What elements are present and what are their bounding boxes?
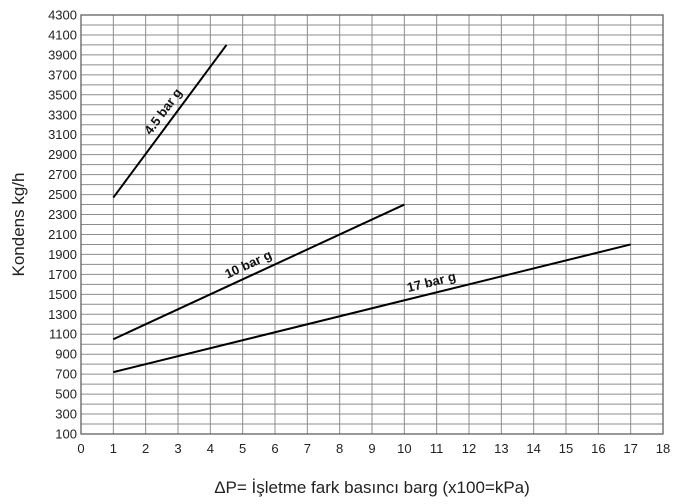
x-axis-title: ΔP= İşletme fark basıncı barg (x100=kPa)	[214, 478, 530, 497]
series-line	[112, 203, 405, 341]
y-tick-label: 2700	[48, 167, 77, 182]
series-line	[112, 44, 228, 199]
x-axis-ticks: 0 1 2 3 4 5 6 7 8 9 10 11 12 13 14 15 16 17 18	[77, 441, 670, 456]
x-tick-label: 18	[656, 441, 670, 456]
x-tick-label: 14	[526, 441, 540, 456]
x-tick-label: 1	[110, 441, 117, 456]
y-tick-label: 1700	[48, 267, 77, 282]
x-tick-label: 8	[336, 441, 343, 456]
y-tick-label: 2500	[48, 187, 77, 202]
y-tick-label: 3900	[48, 47, 77, 62]
y-tick-label: 3100	[48, 127, 77, 142]
y-tick-label: 1100	[49, 327, 77, 342]
y-tick-label: 2100	[48, 227, 77, 242]
series-label: 17 bar g	[405, 269, 457, 296]
x-tick-label: 10	[397, 441, 411, 456]
y-tick-label: 500	[55, 387, 77, 402]
y-tick-label: 2300	[48, 207, 77, 222]
series-labels: 4.5 bar g10 bar g17 bar g	[141, 85, 457, 295]
y-tick-label: 3300	[48, 107, 77, 122]
y-tick-label: 1900	[48, 247, 77, 262]
y-tick-label: 700	[55, 367, 77, 382]
x-tick-label: 15	[559, 441, 573, 456]
y-tick-label: 3500	[48, 87, 77, 102]
series-line	[113, 243, 631, 374]
y-axis-ticks: 100 300 500 700 900 1100 1300 1500 1700 1900 2100 2…	[48, 8, 77, 442]
y-tick-label: 4300	[48, 8, 77, 23]
x-tick-label: 4	[207, 441, 214, 456]
x-tick-label: 6	[271, 441, 278, 456]
plot-border	[80, 14, 664, 435]
y-tick-label: 100	[55, 427, 77, 442]
x-tick-label: 2	[142, 441, 149, 456]
x-tick-label: 17	[623, 441, 637, 456]
y-tick-label: 2900	[48, 147, 77, 162]
x-tick-label: 16	[591, 441, 605, 456]
y-tick-label: 1500	[48, 287, 77, 302]
x-tick-label: 5	[239, 441, 246, 456]
x-tick-label: 9	[368, 441, 375, 456]
x-tick-label: 0	[77, 441, 84, 456]
series-lines	[112, 44, 631, 374]
x-tick-label: 12	[462, 441, 476, 456]
grid	[80, 14, 664, 435]
y-axis-title: Kondens kg/h	[9, 173, 28, 277]
plot-frame	[80, 14, 664, 435]
y-tick-label: 900	[55, 347, 77, 362]
series-label-group: 17 bar g	[405, 269, 457, 296]
x-tick-label: 7	[304, 441, 311, 456]
y-tick-label: 4100	[48, 27, 77, 42]
y-tick-label: 300	[55, 407, 77, 422]
x-tick-label: 11	[430, 441, 444, 456]
y-tick-label: 3700	[48, 67, 77, 82]
y-tick-label: 1300	[48, 307, 77, 322]
x-tick-label: 13	[494, 441, 508, 456]
x-tick-label: 3	[174, 441, 181, 456]
